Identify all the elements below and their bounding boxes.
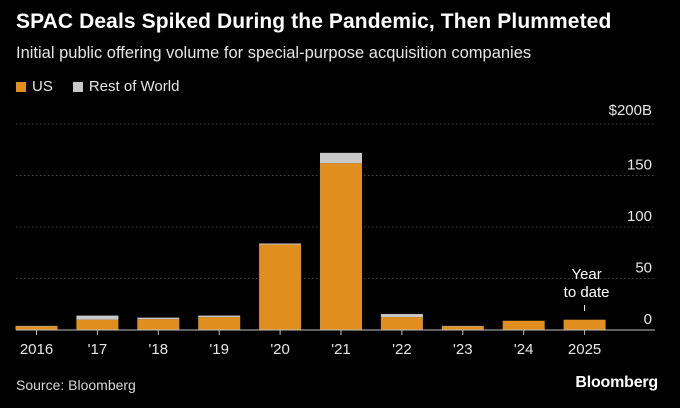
x-tick-label-8: '24	[514, 341, 534, 358]
bar-rest-of-world-7	[441, 325, 484, 327]
bar-us-4	[259, 244, 302, 330]
chart-title: SPAC Deals Spiked During the Pandemic, T…	[16, 10, 612, 33]
x-tick-label-5: '21	[331, 341, 351, 358]
y-tick-label-50: 50	[635, 260, 652, 277]
legend: US Rest of World	[16, 78, 199, 95]
bar-rest-of-world-2	[137, 317, 180, 320]
annotation-line-2: to date	[564, 284, 610, 301]
x-tick-label-7: '23	[453, 341, 473, 358]
bar-us-3	[198, 317, 241, 330]
x-tick-label-4: '20	[270, 341, 290, 358]
bar-us-9	[563, 319, 606, 330]
y-tick-label-150: 150	[627, 157, 652, 174]
bar-rest-of-world-0	[15, 325, 58, 327]
bar-us-0	[15, 326, 58, 330]
legend-label-us: US	[32, 78, 53, 95]
bar-rest-of-world-4	[259, 243, 302, 245]
legend-swatch-us	[16, 81, 26, 92]
chart-subtitle: Initial public offering volume for speci…	[16, 44, 532, 62]
source-note: Source: Bloomberg	[16, 377, 136, 393]
bar-rest-of-world-6	[380, 314, 423, 318]
bar-rest-of-world-1	[76, 315, 119, 320]
bloomberg-logo: Bloomberg	[575, 374, 658, 391]
y-tick-label-0: 0	[644, 311, 652, 328]
legend-item-rest-of-world: Rest of World	[72, 78, 180, 95]
bar-us-8	[502, 320, 545, 330]
x-tick-label-1: '17	[88, 341, 108, 358]
legend-label-rest-of-world: Rest of World	[88, 78, 180, 95]
bar-us-6	[380, 317, 423, 330]
bar-us-7	[441, 326, 484, 330]
x-tick-label-6: '22	[392, 341, 412, 358]
bar-rest-of-world-3	[198, 315, 241, 318]
y-tick-label-100: 100	[627, 208, 652, 225]
bar-us-2	[137, 319, 180, 330]
bar-us-5	[320, 163, 362, 330]
y-tick-label-200: $200B	[609, 102, 652, 119]
x-tick-label-0: 2016	[20, 341, 53, 358]
x-tick-label-9: 2025	[568, 341, 601, 358]
x-tick-label-2: '18	[149, 341, 169, 358]
legend-swatch-rest-of-world	[72, 81, 83, 92]
bar-us-1	[76, 319, 119, 330]
x-tick-label-3: '19	[209, 341, 229, 358]
annotation-line-1: Year	[571, 266, 601, 283]
bar-rest-of-world-5	[320, 152, 362, 164]
legend-item-us: US	[16, 78, 53, 95]
